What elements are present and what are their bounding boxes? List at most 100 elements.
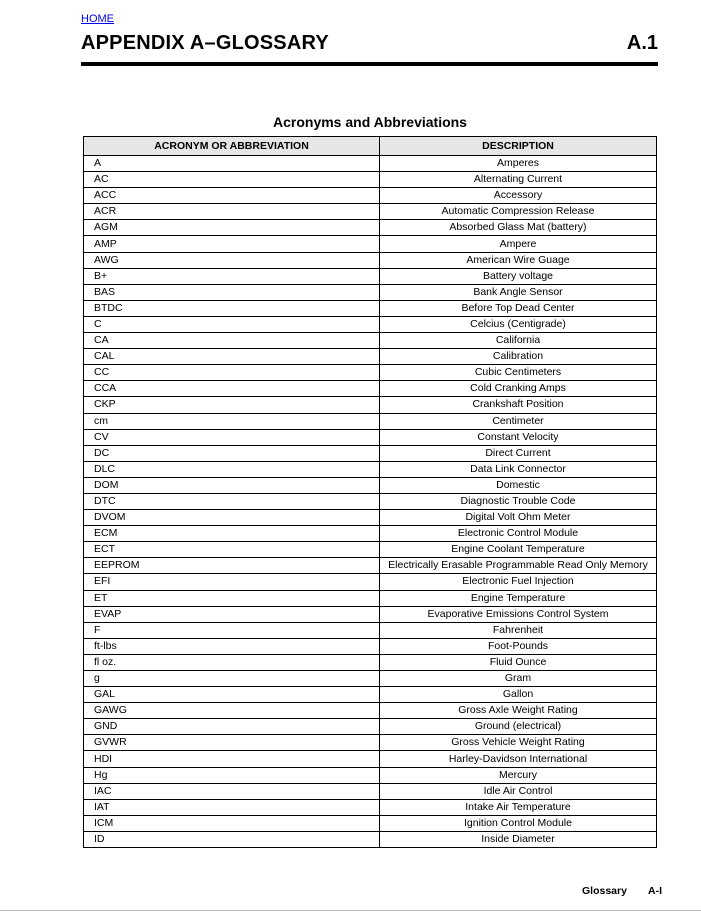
table-row: GVWR Gross Vehicle Weight Rating xyxy=(83,734,657,752)
section-number: A.1 xyxy=(626,32,658,54)
table-row: CCA Cold Cranking Amps xyxy=(83,380,657,398)
page-bottom-divider xyxy=(0,910,701,911)
table-row: EVAP Evaporative Emissions Control System xyxy=(83,605,657,623)
description-cell: Bank Angle Sensor xyxy=(379,283,657,301)
table-row: GAL Gallon xyxy=(83,686,657,704)
table-row: ACC Accessory xyxy=(83,187,657,205)
acronym-cell: AGM xyxy=(83,219,380,237)
home-link[interactable]: HOME xyxy=(81,13,114,25)
description-cell: Direct Current xyxy=(379,444,657,462)
acronym-cell: cm xyxy=(83,412,380,430)
acronym-cell: IAC xyxy=(83,782,380,800)
acronym-cell: A xyxy=(83,154,380,173)
table-row: CAL Calibration xyxy=(83,348,657,366)
description-cell: Absorbed Glass Mat (battery) xyxy=(379,219,657,237)
table-row: BTDC Before Top Dead Center xyxy=(83,299,657,317)
acronym-cell: CAL xyxy=(83,348,380,366)
acronym-cell: Hg xyxy=(83,766,380,784)
acronym-cell: ACR xyxy=(83,203,380,221)
acronym-cell: CA xyxy=(83,332,380,350)
description-cell: Diagnostic Trouble Code xyxy=(379,492,657,511)
table-row: DC Direct Current xyxy=(83,444,657,462)
description-cell: Accessory xyxy=(379,187,657,205)
description-cell: Before Top Dead Center xyxy=(379,299,657,317)
table-row: AWG American Wire Guage xyxy=(83,251,657,269)
acronym-cell: EVAP xyxy=(83,605,380,623)
table-row: ACR Automatic Compression Release xyxy=(83,203,657,221)
acronym-cell: CC xyxy=(83,364,380,382)
description-cell: Domestic xyxy=(379,476,657,494)
table-row: CC Cubic Centimeters xyxy=(83,364,657,382)
table-row: C Celcius (Centigrade) xyxy=(83,315,657,334)
acronym-cell: CV xyxy=(83,428,380,446)
description-cell: Cold Cranking Amps xyxy=(379,380,657,398)
acronym-cell: ft-lbs xyxy=(83,637,380,655)
description-cell: Automatic Compression Release xyxy=(379,203,657,221)
table-row: EFI Electronic Fuel Injection xyxy=(83,573,657,591)
description-cell: Constant Velocity xyxy=(379,428,657,446)
acronym-cell: DOM xyxy=(83,476,380,494)
acronym-cell: DVOM xyxy=(83,509,380,527)
acronym-cell: GND xyxy=(83,718,380,736)
description-cell: Mercury xyxy=(379,766,657,784)
acronym-cell: CCA xyxy=(83,380,380,398)
table-row: ECM Electronic Control Module xyxy=(83,525,657,543)
description-cell: Intake Air Temperature xyxy=(379,798,657,816)
page-title: APPENDIX A–GLOSSARY xyxy=(81,32,329,54)
table-row: GND Ground (electrical) xyxy=(83,718,657,736)
table-row: A Amperes xyxy=(83,154,657,173)
description-cell: Fluid Ounce xyxy=(379,653,657,672)
description-cell: Engine Coolant Temperature xyxy=(379,541,657,559)
description-cell: Foot-Pounds xyxy=(379,637,657,655)
table-row: HDI Harley-Davidson International xyxy=(83,750,657,768)
footer-page-number: A-I xyxy=(648,885,662,897)
table-caption: Acronyms and Abbreviations xyxy=(273,114,467,130)
acronym-cell: DLC xyxy=(83,460,380,478)
description-cell: Idle Air Control xyxy=(379,782,657,800)
table-row: F Fahrenheit xyxy=(83,621,657,639)
description-cell: American Wire Guage xyxy=(379,251,657,269)
description-cell: Amperes xyxy=(379,154,657,173)
acronym-cell: ECM xyxy=(83,525,380,543)
description-cell: Celcius (Centigrade) xyxy=(379,315,657,334)
table-row: GAWG Gross Axle Weight Rating xyxy=(83,702,657,720)
table-row: ECT Engine Coolant Temperature xyxy=(83,541,657,559)
table-row: IAC Idle Air Control xyxy=(83,782,657,800)
acronym-cell: ICM xyxy=(83,814,380,832)
acronym-cell: F xyxy=(83,621,380,639)
acronym-cell: AMP xyxy=(83,235,380,253)
table-row: CA California xyxy=(83,332,657,350)
description-cell: Crankshaft Position xyxy=(379,396,657,414)
acronym-cell: EFI xyxy=(83,573,380,591)
table-row: DLC Data Link Connector xyxy=(83,460,657,478)
table-row: DOM Domestic xyxy=(83,476,657,494)
description-cell: Ampere xyxy=(379,235,657,253)
column-header-description: DESCRIPTION xyxy=(379,136,657,156)
acronym-cell: GVWR xyxy=(83,734,380,752)
acronym-cell: BTDC xyxy=(83,299,380,317)
description-cell: Gross Vehicle Weight Rating xyxy=(379,734,657,752)
description-cell: Data Link Connector xyxy=(379,460,657,478)
table-row: DVOM Digital Volt Ohm Meter xyxy=(83,509,657,527)
description-cell: Ignition Control Module xyxy=(379,814,657,832)
table-row: g Gram xyxy=(83,669,657,688)
description-cell: Digital Volt Ohm Meter xyxy=(379,509,657,527)
description-cell: Alternating Current xyxy=(379,171,657,189)
table-row: AMP Ampere xyxy=(83,235,657,253)
acronym-cell: ET xyxy=(83,589,380,607)
table-row: B+ Battery voltage xyxy=(83,267,657,285)
description-cell: Calibration xyxy=(379,348,657,366)
column-header-acronym: ACRONYM OR ABBREVIATION xyxy=(83,136,380,156)
table-row: ID Inside Diameter xyxy=(83,830,657,849)
description-cell: Ground (electrical) xyxy=(379,718,657,736)
acronym-cell: HDI xyxy=(83,750,380,768)
acronym-cell: fl oz. xyxy=(83,653,380,672)
acronym-cell: GAL xyxy=(83,686,380,704)
acronym-cell: DC xyxy=(83,444,380,462)
table-row: DTC Diagnostic Trouble Code xyxy=(83,492,657,511)
description-cell: Electronic Fuel Injection xyxy=(379,573,657,591)
description-cell: Electronic Control Module xyxy=(379,525,657,543)
footer-section: Glossary xyxy=(582,885,627,897)
table-row: AGM Absorbed Glass Mat (battery) xyxy=(83,219,657,237)
table-row: Hg Mercury xyxy=(83,766,657,784)
